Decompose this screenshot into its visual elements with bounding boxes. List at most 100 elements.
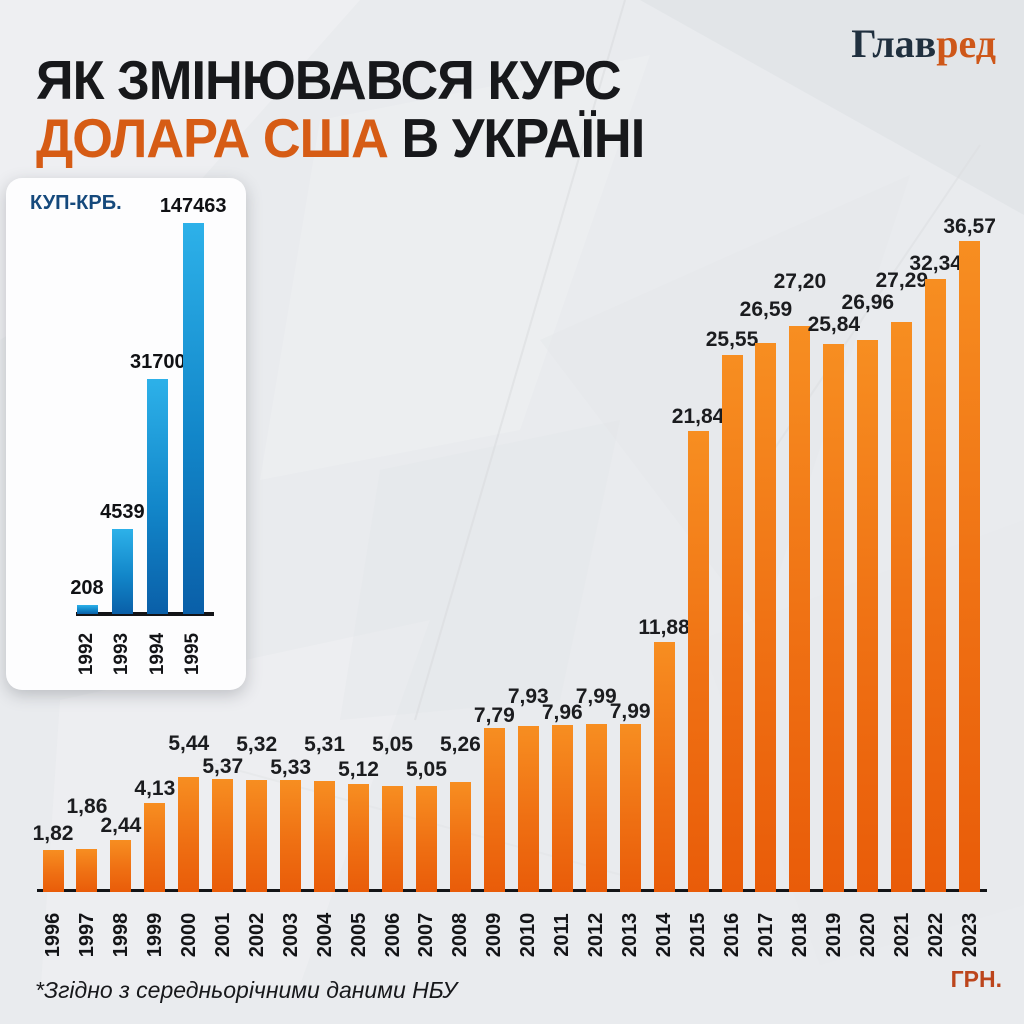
bar-1995 <box>182 223 204 614</box>
value-label-2015: 21,84 <box>671 405 725 428</box>
year-label-1992: 1992 <box>76 632 97 676</box>
year-label-2012: 2012 <box>585 912 608 958</box>
bar-2022 <box>925 279 947 892</box>
value-label-2014: 11,88 <box>638 616 690 639</box>
value-label-2000: 5,44 <box>168 732 210 755</box>
year-label-2005: 2005 <box>347 912 370 958</box>
year-label-2021: 2021 <box>890 912 913 958</box>
logo-part-2: ред <box>936 21 996 66</box>
year-label-1998: 1998 <box>109 912 132 958</box>
value-label-2002: 5,32 <box>236 733 278 756</box>
value-label-2013: 7,99 <box>609 700 651 723</box>
bar-2002 <box>246 780 268 892</box>
value-label-2016: 25,55 <box>705 328 759 351</box>
bar-2014 <box>653 642 675 892</box>
value-label-1998: 2,44 <box>100 814 142 837</box>
title-line2-accent: ДОЛАРА США <box>36 106 389 169</box>
year-label-1994: 1994 <box>146 632 168 676</box>
logo-part-1: Глав <box>851 21 937 66</box>
page-title: ЯК ЗМІНЮВАВСЯ КУРС ДОЛАРА США В УКРАЇНІ <box>36 48 645 169</box>
value-label-2012: 7,99 <box>575 685 617 708</box>
value-label-1993: 4539 <box>100 501 145 523</box>
year-label-2003: 2003 <box>279 912 302 958</box>
bar-2004 <box>314 781 336 892</box>
year-label-2002: 2002 <box>245 912 268 958</box>
year-label-2014: 2014 <box>653 912 676 958</box>
value-label-2001: 5,37 <box>202 755 244 778</box>
value-label-1999: 4,13 <box>134 777 176 800</box>
bar-2019 <box>823 344 845 892</box>
bar-2017 <box>755 343 777 892</box>
year-label-2015: 2015 <box>687 912 710 958</box>
bar-1998 <box>110 840 132 892</box>
bar-2001 <box>212 779 234 892</box>
year-label-1999: 1999 <box>143 912 166 958</box>
bar-2009 <box>483 728 505 892</box>
year-label-2018: 2018 <box>788 912 811 958</box>
bar-2021 <box>891 322 913 892</box>
bar-2005 <box>348 784 370 892</box>
value-label-1994: 31700 <box>129 351 186 373</box>
glavred-logo: Главред <box>851 20 996 67</box>
year-label-2017: 2017 <box>754 912 777 958</box>
inset-bar-chart: 208 1992 4539 1993 31700 1994 147463 1995 <box>6 178 246 690</box>
year-label-2010: 2010 <box>517 912 540 958</box>
bar-1997 <box>76 849 98 892</box>
value-label-1992: 208 <box>70 577 104 599</box>
bar-2000 <box>178 777 200 892</box>
bar-2013 <box>619 724 641 892</box>
year-label-2006: 2006 <box>381 912 404 958</box>
year-label-2009: 2009 <box>483 912 506 958</box>
title-line2-rest: В УКРАЇНІ <box>387 106 645 169</box>
bar-1999 <box>144 803 166 892</box>
year-label-1997: 1997 <box>75 912 98 958</box>
year-label-1996: 1996 <box>42 912 64 958</box>
bar-1996 <box>42 850 64 892</box>
value-label-1996: 1,82 <box>32 822 74 845</box>
bar-2023 <box>959 241 981 892</box>
inset-chart-title: КУП-КРБ. <box>30 192 122 214</box>
value-label-2018: 27,20 <box>773 270 827 293</box>
year-label-1995: 1995 <box>182 632 204 676</box>
value-label-1995: 147463 <box>159 195 227 217</box>
year-label-2020: 2020 <box>856 912 879 958</box>
main-x-axis-line <box>37 889 987 892</box>
bar-2016 <box>721 355 743 892</box>
bar-2008 <box>449 782 471 892</box>
bar-2020 <box>857 340 879 892</box>
value-label-2010: 7,93 <box>507 685 549 708</box>
bar-2006 <box>382 786 403 892</box>
year-label-2022: 2022 <box>924 912 947 958</box>
year-label-2019: 2019 <box>822 912 845 958</box>
bar-2010 <box>517 726 539 892</box>
inset-card: КУП-КРБ. 208 1992 4539 1993 31700 1994 147463 1… <box>6 178 246 690</box>
bar-2018 <box>789 326 811 892</box>
bar-2007 <box>415 786 437 892</box>
bar-2015 <box>687 431 709 892</box>
bar-1993 <box>111 529 133 614</box>
value-label-1997: 1,86 <box>66 795 108 818</box>
value-label-2007: 5,05 <box>406 758 447 781</box>
bar-1994 <box>147 379 169 614</box>
bar-1992 <box>76 605 98 614</box>
year-label-2008: 2008 <box>449 912 472 958</box>
value-label-2003: 5,33 <box>270 756 312 779</box>
value-label-2006: 5,05 <box>372 733 413 756</box>
value-label-2019: 25,84 <box>807 313 861 336</box>
year-label-2004: 2004 <box>313 912 336 958</box>
value-label-2011: 7,96 <box>541 701 583 724</box>
title-line1: ЯК ЗМІНЮВАВСЯ КУРС <box>36 48 622 111</box>
value-label-2020: 26,96 <box>841 291 895 314</box>
bar-2011 <box>551 725 573 892</box>
bar-2003 <box>280 780 302 892</box>
value-label-2004: 5,31 <box>304 733 346 756</box>
value-label-2009: 7,79 <box>473 704 515 727</box>
year-label-2000: 2000 <box>177 912 200 958</box>
year-label-2016: 2016 <box>721 912 743 958</box>
year-label-2013: 2013 <box>619 912 642 958</box>
year-label-2011: 2011 <box>551 913 574 957</box>
inset-x-axis-line <box>76 612 214 616</box>
currency-unit-label: ГРН. <box>950 966 1002 992</box>
